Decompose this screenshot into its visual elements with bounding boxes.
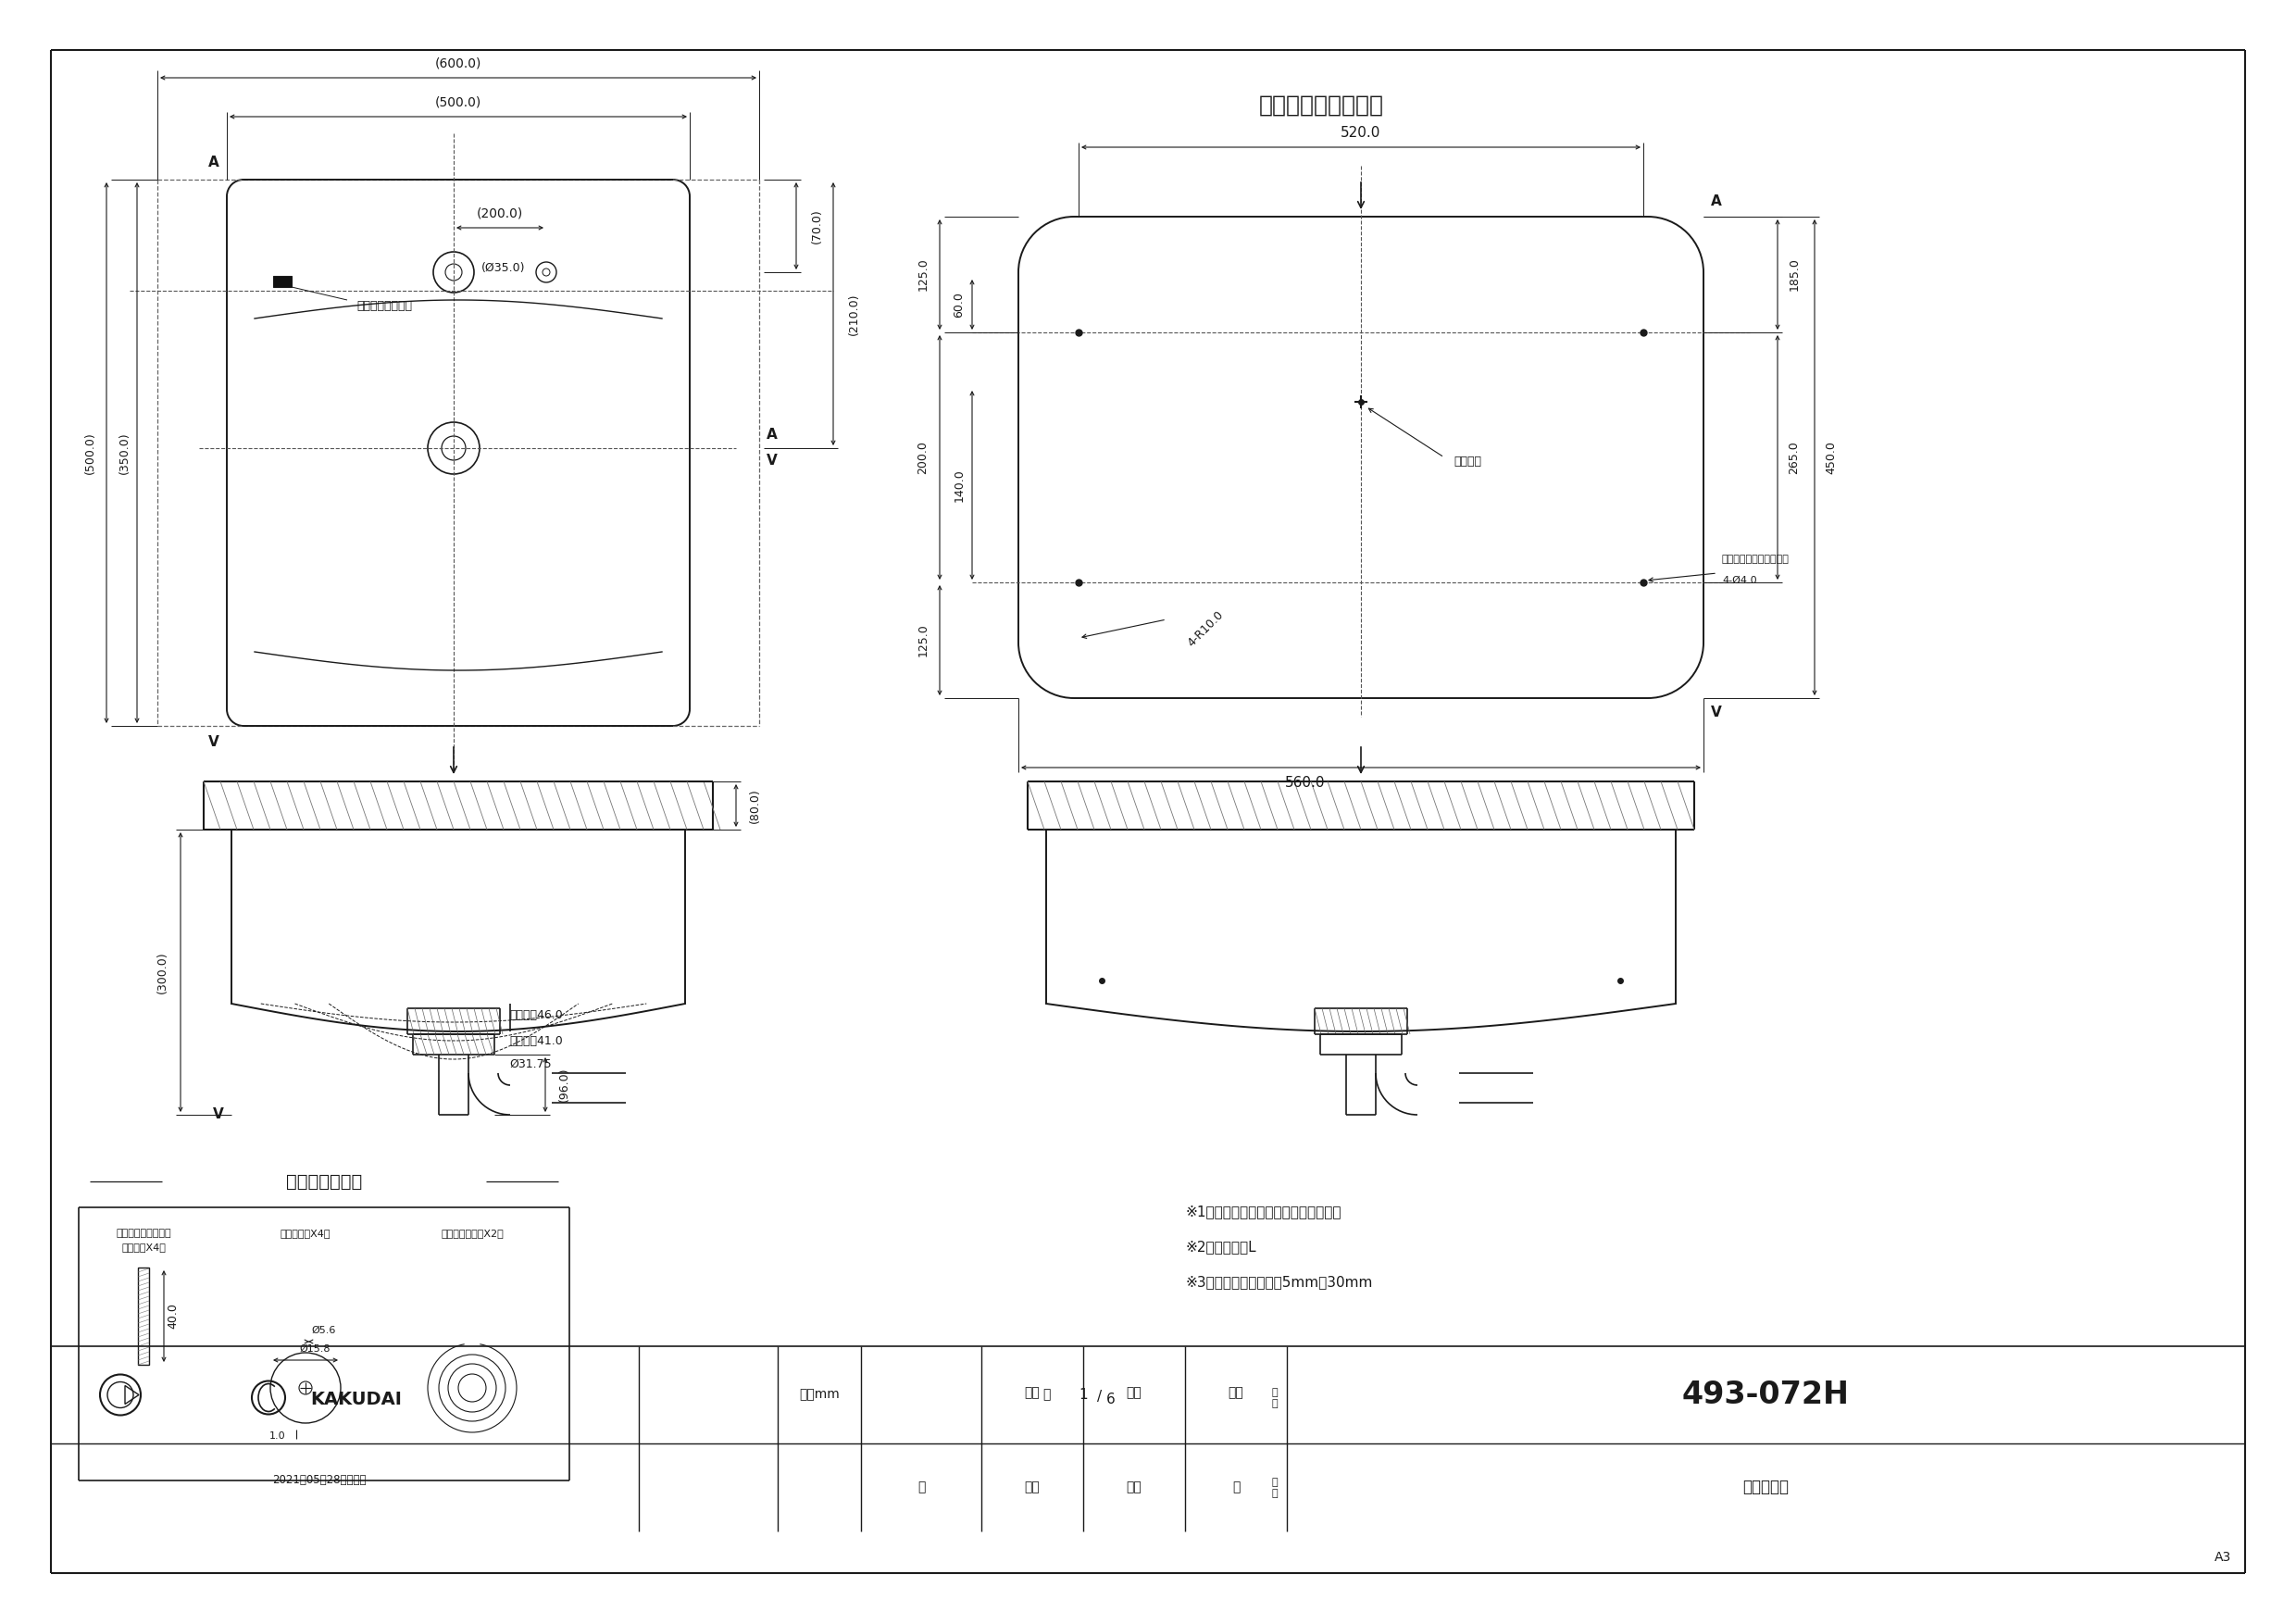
Text: ワッシャ（X4）: ワッシャ（X4） bbox=[280, 1229, 331, 1237]
Text: Ø15.8: Ø15.8 bbox=[298, 1345, 331, 1354]
Text: 検図: 検図 bbox=[1127, 1387, 1141, 1400]
Text: 60.0: 60.0 bbox=[953, 292, 964, 318]
Text: オーバーフロー穴: オーバーフロー穴 bbox=[356, 300, 411, 312]
Text: (500.0): (500.0) bbox=[434, 96, 482, 109]
Text: 呼び４（X4）: 呼び４（X4） bbox=[122, 1242, 165, 1252]
Text: 140.0: 140.0 bbox=[953, 469, 964, 502]
Text: 450.0: 450.0 bbox=[1825, 440, 1837, 474]
Text: (200.0): (200.0) bbox=[478, 208, 523, 221]
Text: 角型洗面器: 角型洗面器 bbox=[1743, 1479, 1789, 1496]
Text: 排水中心: 排水中心 bbox=[1453, 456, 1481, 468]
Text: 甲藤: 甲藤 bbox=[1127, 1481, 1141, 1494]
Text: ※3　カウンター厘さ：5mm～30mm: ※3 カウンター厘さ：5mm～30mm bbox=[1185, 1275, 1373, 1289]
Text: Ø31.75: Ø31.75 bbox=[510, 1057, 551, 1070]
Text: 520.0: 520.0 bbox=[1341, 125, 1380, 140]
Text: 6: 6 bbox=[1107, 1392, 1116, 1406]
Text: 40.0: 40.0 bbox=[168, 1302, 179, 1328]
Text: (300.0): (300.0) bbox=[156, 952, 168, 994]
Text: ※1　（　）内寸法は参考寸法である。: ※1 （ ）内寸法は参考寸法である。 bbox=[1185, 1205, 1341, 1220]
Text: (96.0): (96.0) bbox=[558, 1067, 569, 1103]
Text: 度: 度 bbox=[918, 1481, 925, 1494]
Text: A: A bbox=[767, 429, 778, 442]
Text: (210.0): (210.0) bbox=[847, 292, 859, 335]
Text: 名: 名 bbox=[1272, 1489, 1277, 1499]
Text: 4-Ø4.0: 4-Ø4.0 bbox=[1722, 577, 1756, 585]
Text: V: V bbox=[767, 455, 778, 468]
Text: A3: A3 bbox=[2213, 1551, 2232, 1564]
Text: Ø5.6: Ø5.6 bbox=[312, 1325, 335, 1335]
Text: 祝: 祝 bbox=[1233, 1481, 1240, 1494]
Text: 品: 品 bbox=[1272, 1389, 1277, 1398]
Text: (600.0): (600.0) bbox=[434, 57, 482, 70]
Text: 六角対辺46.0: 六角対辺46.0 bbox=[510, 1010, 563, 1021]
Text: タッピングネジ取付穴径: タッピングネジ取付穴径 bbox=[1722, 555, 1789, 564]
Text: (500.0): (500.0) bbox=[83, 432, 96, 474]
Text: (80.0): (80.0) bbox=[748, 788, 760, 823]
Text: (Ø35.0): (Ø35.0) bbox=[482, 261, 526, 273]
Text: 番: 番 bbox=[1272, 1400, 1277, 1408]
Text: V: V bbox=[209, 736, 220, 750]
Text: (70.0): (70.0) bbox=[810, 208, 822, 244]
Text: 560.0: 560.0 bbox=[1286, 776, 1325, 791]
Text: 取付金具セット: 取付金具セット bbox=[287, 1173, 363, 1190]
Text: 梼川: 梼川 bbox=[1024, 1481, 1040, 1494]
Text: (350.0): (350.0) bbox=[117, 432, 131, 474]
Text: 265.0: 265.0 bbox=[1789, 440, 1800, 474]
Text: V: V bbox=[214, 1108, 225, 1122]
Text: カウンター切込寸法: カウンター切込寸法 bbox=[1258, 94, 1384, 117]
Text: 単位mm: 単位mm bbox=[799, 1389, 840, 1402]
Text: KAKUDAI: KAKUDAI bbox=[310, 1390, 402, 1408]
Bar bbox=[138, 1268, 149, 1364]
Bar bbox=[273, 276, 292, 287]
Text: A: A bbox=[1711, 195, 1722, 209]
Text: 2021年05朆28日　作成: 2021年05朆28日 作成 bbox=[273, 1475, 367, 1486]
Text: 承認: 承認 bbox=[1228, 1387, 1244, 1400]
Text: /: / bbox=[1097, 1390, 1102, 1403]
Text: A: A bbox=[209, 156, 220, 171]
Text: 125.0: 125.0 bbox=[916, 624, 930, 656]
Text: 1: 1 bbox=[1079, 1389, 1088, 1402]
Text: 200.0: 200.0 bbox=[916, 440, 930, 474]
Text: ※2　容量１０L: ※2 容量１０L bbox=[1185, 1241, 1256, 1254]
Text: 185.0: 185.0 bbox=[1789, 258, 1800, 291]
Text: 六角対辺41.0: 六角対辺41.0 bbox=[510, 1036, 563, 1047]
Text: 品: 品 bbox=[1272, 1478, 1277, 1488]
Text: 125.0: 125.0 bbox=[916, 258, 930, 291]
Text: 493-072H: 493-072H bbox=[1683, 1379, 1851, 1410]
Text: なべタッピングねじ: なべタッピングねじ bbox=[115, 1229, 172, 1237]
Text: V: V bbox=[1711, 706, 1722, 719]
Text: 製図: 製図 bbox=[1024, 1387, 1040, 1400]
Text: 尺: 尺 bbox=[1042, 1389, 1049, 1402]
Text: 1.0: 1.0 bbox=[269, 1431, 285, 1440]
Text: 防水パッキン（X2）: 防水パッキン（X2） bbox=[441, 1229, 503, 1237]
Text: 4-R10.0: 4-R10.0 bbox=[1185, 609, 1226, 650]
